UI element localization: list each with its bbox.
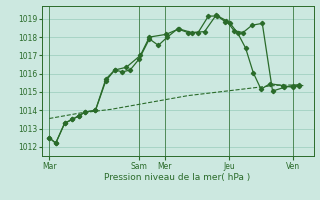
X-axis label: Pression niveau de la mer( hPa ): Pression niveau de la mer( hPa ): [104, 173, 251, 182]
